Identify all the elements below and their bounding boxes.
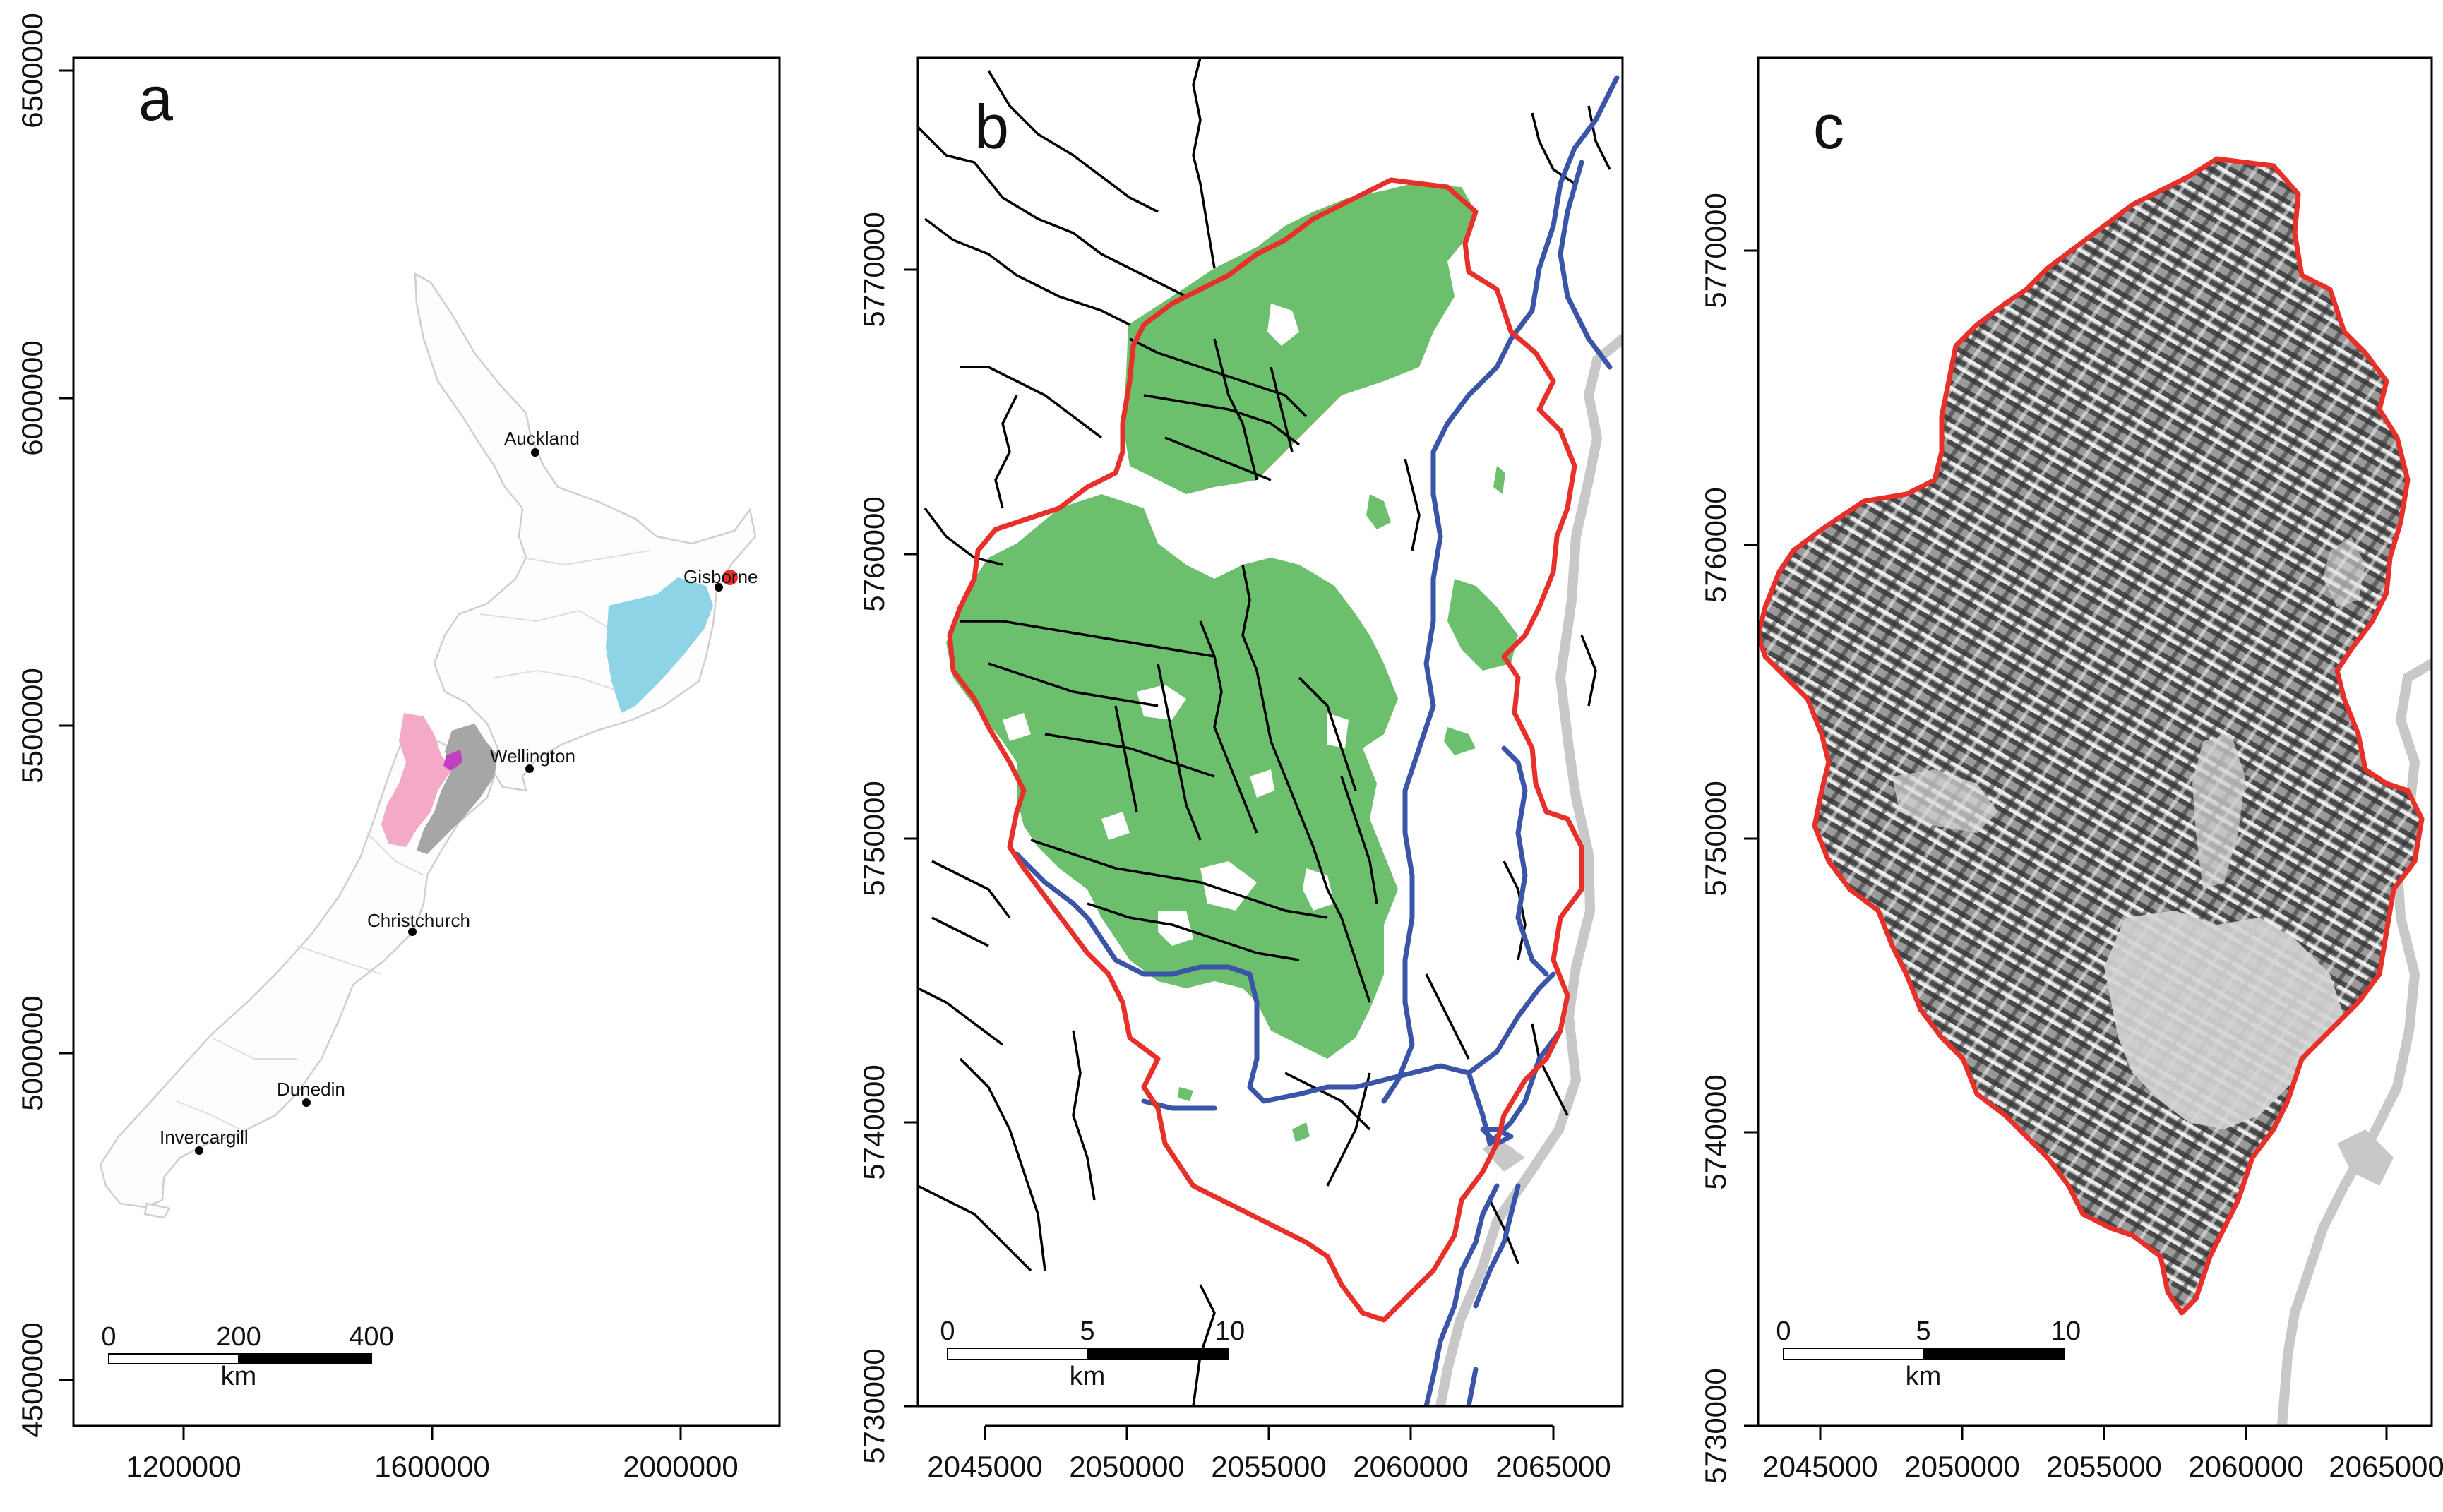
panel-c-label: c	[1813, 92, 1844, 162]
panel-a: a 6500000 6000000 5500000 5000000 450000…	[16, 13, 781, 1483]
panel-b-y-tick-2: 5760000	[857, 496, 890, 612]
panel-a-label: a	[138, 64, 173, 133]
panel-a-y-tick-2: 6000000	[16, 340, 49, 456]
city-dunedin: Dunedin	[277, 1079, 345, 1107]
panel-b-x-tick-5: 2065000	[1495, 1450, 1611, 1483]
north-island-outline	[414, 272, 757, 792]
panel-a-x-tick-1: 1200000	[126, 1450, 241, 1483]
panel-b-y-axis	[904, 268, 919, 1408]
panel-b-label: b	[974, 92, 1009, 162]
panel-b-x-tick-3: 2055000	[1211, 1450, 1327, 1483]
panel-a-y-tick-1: 6500000	[16, 13, 49, 128]
panel-c-x-tick-2: 2050000	[1904, 1450, 2020, 1483]
panel-b-x-tick-2: 2050000	[1069, 1450, 1185, 1483]
scalebar-unit: km	[221, 1362, 257, 1391]
panel-b-y-tick-1: 5770000	[857, 212, 890, 328]
scalebar-label-mid: 5	[1916, 1316, 1930, 1346]
city-gisborne: Gisborne	[683, 566, 758, 592]
panel-b-coastline	[1435, 334, 1623, 1406]
panel-c-x-tick-4: 2060000	[2188, 1450, 2304, 1483]
panel-b-y-tick-5: 5730000	[857, 1348, 890, 1464]
hillshade-area	[1758, 159, 2422, 1313]
panel-c-x-tick-1: 2045000	[1762, 1450, 1878, 1483]
panel-a-y-axis	[59, 69, 75, 1381]
city-label: Gisborne	[683, 566, 758, 587]
scalebar-unit: km	[1070, 1362, 1106, 1391]
panel-b-x-axis	[984, 1424, 1555, 1440]
panel-c-y-axis	[1744, 249, 1760, 1427]
panel-c-coastline	[2277, 659, 2432, 1426]
catchment-boundary-c	[1758, 156, 2425, 1316]
road-network	[1014, 75, 1620, 1406]
stewart-island-outline	[143, 1202, 171, 1219]
panel-c-x-axis	[1819, 1424, 2388, 1440]
forest-gaps	[1003, 304, 1349, 946]
panel-c: 5770000 5760000 5750000 5740000 5730000 …	[1699, 56, 2443, 1484]
city-invercargill: Invercargill	[160, 1127, 249, 1155]
panel-c-x-tick-5: 2065000	[2329, 1450, 2443, 1483]
panel-a-x-tick-3: 2000000	[623, 1450, 739, 1483]
panel-a-x-tick-2: 1600000	[374, 1450, 490, 1483]
city-label: Invercargill	[160, 1127, 249, 1148]
city-label: Christchurch	[367, 910, 470, 931]
scalebar-label-0: 0	[101, 1322, 116, 1352]
panel-c-y-tick-3: 5750000	[1699, 781, 1732, 896]
panel-c-y-tick-5: 5730000	[1699, 1368, 1732, 1484]
scalebar-label-0: 0	[1776, 1316, 1791, 1346]
scalebar-label-max: 400	[349, 1322, 393, 1352]
panel-b-y-tick-3: 5750000	[857, 781, 890, 896]
scalebar-label-0: 0	[940, 1316, 955, 1346]
grey-region	[417, 724, 498, 854]
catchment-boundary-b	[947, 177, 1584, 1323]
panel-b-frame	[916, 56, 1624, 1408]
panel-b-y-tick-4: 5740000	[857, 1064, 890, 1180]
river-network	[918, 58, 1611, 1406]
hawkes-bay-region	[606, 577, 713, 713]
scalebar-label-max: 10	[2051, 1316, 2081, 1346]
scalebar-unit: km	[1906, 1362, 1942, 1391]
magenta-region	[443, 750, 462, 771]
study-site-marker	[722, 570, 738, 585]
city-auckland: Auckland	[504, 428, 580, 457]
panel-b: 5770000 5760000 5750000 5740000 5730000 …	[857, 56, 1624, 1483]
panel-a-y-tick-3: 5500000	[16, 668, 49, 784]
panel-c-x-tick-3: 2055000	[2046, 1450, 2162, 1483]
pink-region	[381, 713, 452, 847]
panel-c-y-tick-2: 5760000	[1699, 487, 1732, 603]
scalebar-label-mid: 200	[216, 1322, 261, 1352]
panel-c-coast-shape	[2337, 1129, 2394, 1186]
city-label: Auckland	[504, 428, 580, 449]
region-boundaries	[176, 550, 657, 1130]
south-island-outline	[99, 729, 496, 1208]
panel-c-y-tick-1: 5770000	[1699, 193, 1732, 308]
panel-b-scalebar: 0 5 10 km	[940, 1316, 1245, 1391]
panel-a-x-axis	[73, 1424, 780, 1440]
city-wellington: Wellington	[490, 745, 575, 773]
scalebar-label-max: 10	[1215, 1316, 1245, 1346]
panel-c-frame	[1757, 56, 2433, 1427]
panel-b-x-tick-1: 2045000	[927, 1450, 1043, 1483]
panel-a-y-tick-4: 5000000	[16, 995, 49, 1111]
panel-c-scalebar: 0 5 10 km	[1776, 1316, 2081, 1391]
forest-areas	[946, 184, 1518, 1142]
panel-c-y-tick-4: 5740000	[1699, 1074, 1732, 1190]
panel-a-y-tick-5: 4500000	[16, 1322, 49, 1438]
scalebar-label-mid: 5	[1080, 1316, 1094, 1346]
city-label: Wellington	[490, 745, 575, 767]
city-christchurch: Christchurch	[367, 910, 470, 936]
city-label: Dunedin	[277, 1079, 345, 1100]
panel-a-scalebar: 0 200 400 km	[101, 1322, 393, 1391]
panel-b-x-tick-4: 2060000	[1353, 1450, 1469, 1483]
